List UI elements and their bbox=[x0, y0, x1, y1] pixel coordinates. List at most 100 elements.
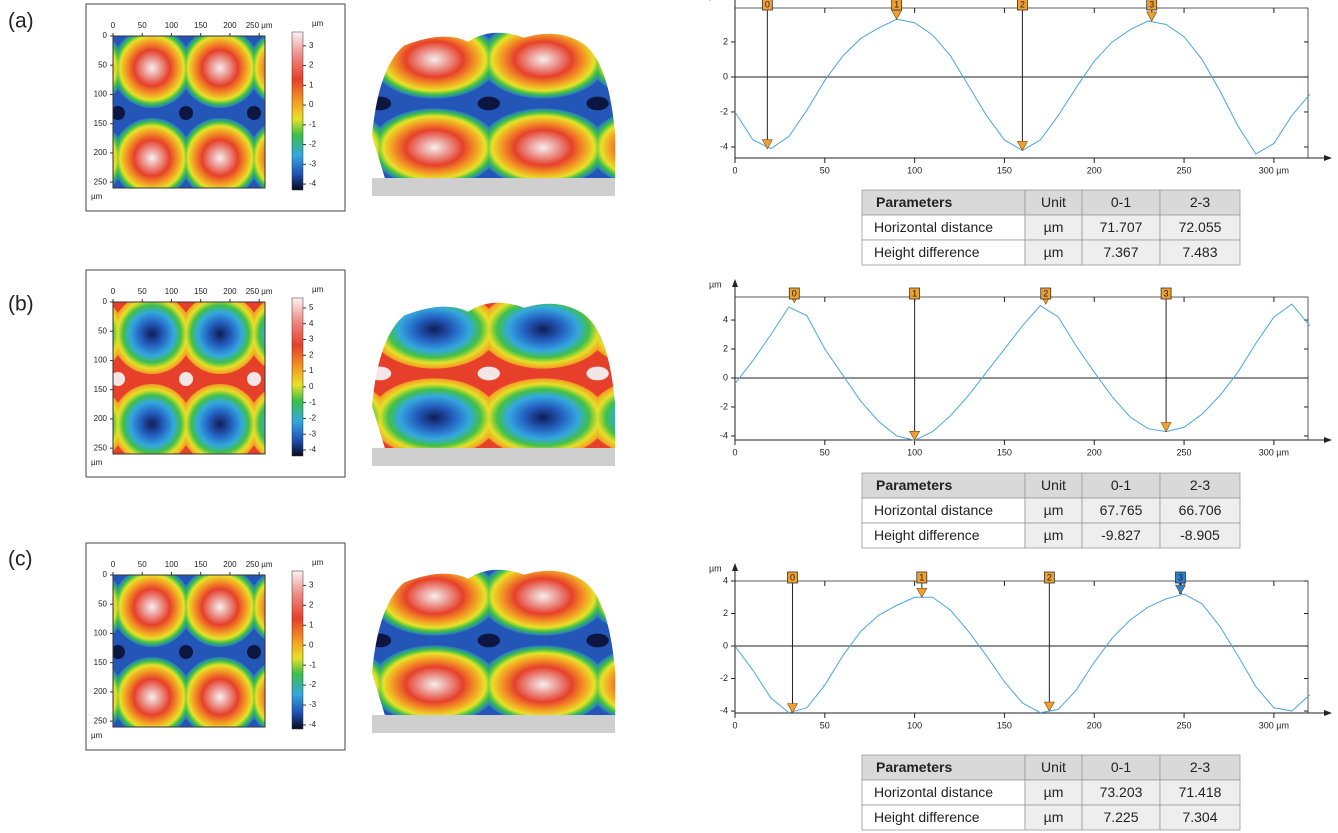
panel-label: (c) bbox=[8, 548, 33, 571]
3d-base bbox=[372, 448, 615, 466]
x-tick-label: 100 bbox=[165, 21, 179, 30]
y-unit: µm bbox=[91, 731, 103, 740]
y-tick-label: -4 bbox=[720, 705, 728, 715]
x-tick-label: 150 bbox=[194, 21, 208, 30]
y-tick-label: 50 bbox=[98, 326, 107, 335]
y-tick-label: 0 bbox=[723, 640, 728, 650]
colorbar-tick-label: -2 bbox=[309, 414, 317, 423]
table-text: 0-1 bbox=[1111, 759, 1131, 775]
y-tick-label: 0 bbox=[103, 297, 108, 306]
table-text: 66.706 bbox=[1179, 502, 1222, 518]
x-tick-label: 200 bbox=[223, 287, 237, 296]
table-text: 7.225 bbox=[1103, 809, 1138, 825]
cursor-label: 2 bbox=[1020, 0, 1025, 9]
colorbar-tick-label: 0 bbox=[309, 100, 314, 109]
y-tick-label: 0 bbox=[103, 31, 108, 40]
cursor-marker bbox=[1044, 702, 1054, 711]
table-text: Parameters bbox=[876, 759, 952, 775]
colorbar-tick-label: 3 bbox=[309, 41, 314, 50]
colorbar-tick-label: 2 bbox=[309, 350, 314, 359]
colorbar-tick-label: -2 bbox=[309, 680, 317, 689]
table-text: -9.827 bbox=[1101, 527, 1141, 543]
y-tick-label: 200 bbox=[94, 148, 108, 157]
cursor-marker bbox=[917, 588, 927, 597]
x-tick-label: 200 bbox=[1087, 447, 1102, 457]
y-tick-label: -4 bbox=[720, 141, 728, 151]
cursor-marker bbox=[787, 704, 797, 713]
x-tick-label: 150 bbox=[997, 447, 1012, 457]
y-tick-label: -2 bbox=[720, 401, 728, 411]
x-arrow bbox=[1324, 155, 1332, 161]
y-axis-label: µm bbox=[709, 279, 722, 289]
3d-surface bbox=[372, 570, 615, 715]
x-tick-label: 200 bbox=[1087, 720, 1102, 730]
colorbar-tick-label: 0 bbox=[309, 640, 314, 649]
x-tick-label: 0 bbox=[111, 287, 116, 296]
y-tick-label: -2 bbox=[720, 106, 728, 116]
table-text: Height difference bbox=[874, 244, 980, 260]
profile-line bbox=[735, 594, 1310, 713]
y-tick-label: 100 bbox=[94, 90, 108, 99]
table-text: Horizontal distance bbox=[874, 784, 993, 800]
x-tick-label: 0 bbox=[111, 21, 116, 30]
table-text: Unit bbox=[1041, 759, 1066, 775]
x-tick-label: 300 µm bbox=[1259, 720, 1289, 730]
y-tick-label: 100 bbox=[94, 629, 108, 638]
colorbar-tick-label: -4 bbox=[309, 445, 317, 454]
colorbar-tick-label: -2 bbox=[309, 140, 317, 149]
colorbar-tick-label: 4 bbox=[309, 319, 314, 328]
x-tick-label: 300 µm bbox=[1259, 447, 1289, 457]
colorbar-tick-label: 1 bbox=[309, 620, 314, 629]
map-image bbox=[113, 575, 265, 727]
x-tick-label: 100 bbox=[907, 720, 922, 730]
x-tick-label: 150 bbox=[997, 165, 1012, 175]
x-tick-label: 50 bbox=[138, 21, 147, 30]
table-text: Height difference bbox=[874, 809, 980, 825]
y-tick-label: 2 bbox=[723, 608, 728, 618]
x-tick-label: 50 bbox=[820, 165, 830, 175]
colorbar-tick-label: -4 bbox=[309, 720, 317, 729]
cursor-label: 1 bbox=[919, 572, 924, 582]
table-text: Parameters bbox=[876, 194, 952, 210]
x-tick-label: 250 µm bbox=[246, 21, 273, 30]
colorbar-tick-label: -1 bbox=[309, 398, 317, 407]
colorbar-tick-label: 2 bbox=[309, 61, 314, 70]
cursor-label: 1 bbox=[912, 288, 917, 298]
y-tick-label: 0 bbox=[103, 570, 108, 579]
x-tick-label: 100 bbox=[165, 560, 179, 569]
y-arrow bbox=[732, 279, 738, 287]
3d-surface bbox=[372, 33, 615, 178]
y-tick-label: -4 bbox=[720, 430, 728, 440]
y-tick-label: 2 bbox=[723, 36, 728, 46]
cursor-marker bbox=[1017, 141, 1027, 150]
table-text: µm bbox=[1044, 219, 1064, 235]
3d-top bbox=[372, 303, 615, 448]
table-text: Height difference bbox=[874, 527, 980, 543]
cursor-label: 3 bbox=[1164, 288, 1169, 298]
x-tick-label: 0 bbox=[732, 447, 737, 457]
table-text: µm bbox=[1044, 784, 1064, 800]
x-tick-label: 50 bbox=[820, 720, 830, 730]
colorbar-tick-label: -3 bbox=[309, 429, 317, 438]
x-tick-label: 100 bbox=[165, 287, 179, 296]
colorbar-tick-label: -1 bbox=[309, 660, 317, 669]
y-tick-label: 100 bbox=[94, 356, 108, 365]
colorbar bbox=[292, 32, 303, 190]
y-tick-label: 4 bbox=[723, 314, 728, 324]
3d-top bbox=[372, 570, 615, 715]
table-text: 2-3 bbox=[1190, 477, 1210, 493]
cursor-marker bbox=[1147, 12, 1157, 21]
cursor-marker bbox=[1175, 585, 1185, 594]
panel-label: (b) bbox=[8, 293, 34, 316]
y-unit: µm bbox=[91, 458, 103, 467]
x-tick-label: 0 bbox=[732, 720, 737, 730]
cursor-marker bbox=[762, 140, 772, 149]
table-text: Unit bbox=[1041, 194, 1066, 210]
y-tick-label: 150 bbox=[94, 119, 108, 128]
x-tick-label: 250 bbox=[1177, 720, 1192, 730]
table-text: Horizontal distance bbox=[874, 219, 993, 235]
panel-label: (a) bbox=[8, 10, 34, 33]
x-tick-label: 150 bbox=[194, 287, 208, 296]
table-text: µm bbox=[1044, 502, 1064, 518]
x-tick-label: 100 bbox=[907, 447, 922, 457]
